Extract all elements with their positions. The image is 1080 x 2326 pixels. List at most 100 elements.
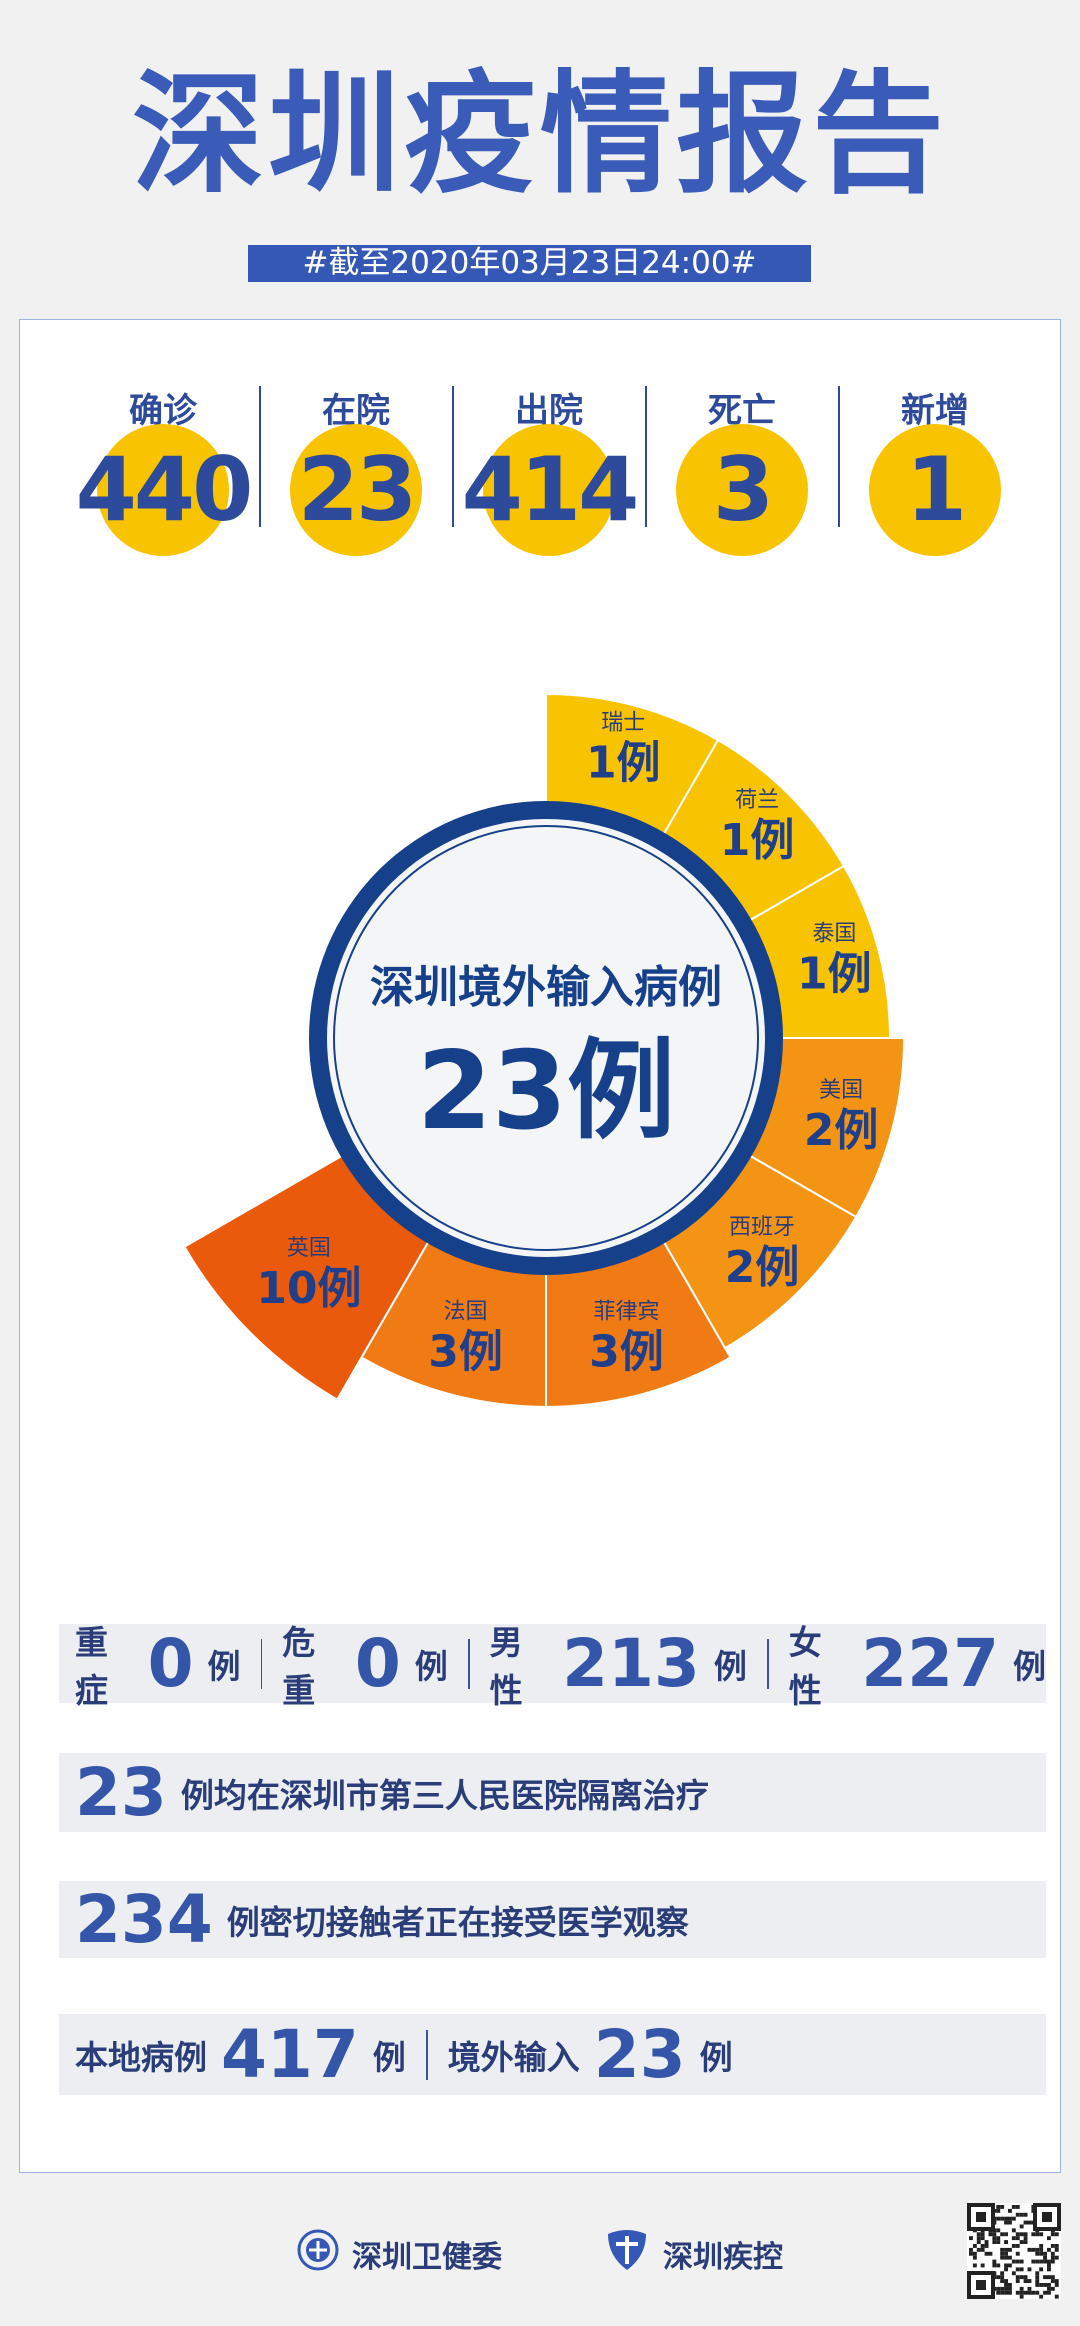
qr-cell <box>1050 2232 1055 2237</box>
segment-name: 法国 <box>444 1299 488 1324</box>
qr-cell <box>992 2240 997 2244</box>
qr-cell <box>1000 2275 1005 2280</box>
qr-cell <box>1035 2283 1040 2287</box>
qr-cell <box>976 2240 981 2244</box>
qr-cell <box>1039 2283 1044 2287</box>
label: 本地病例 <box>75 2037 207 2077</box>
qr-cell <box>969 2251 973 2256</box>
label: 危重 <box>282 1622 316 1710</box>
qr-cell <box>996 2286 1001 2291</box>
unit: 例均在深圳市第三人民医院隔离治疗 <box>180 1775 709 1815</box>
qr-cell <box>1019 2224 1024 2229</box>
qr-cell <box>1043 2283 1047 2287</box>
divider <box>644 386 647 527</box>
qr-cell <box>980 2247 985 2252</box>
qr-cell <box>1019 2294 1024 2299</box>
unit: 例 <box>699 2037 733 2077</box>
qr-cell <box>1039 2294 1044 2299</box>
unit: 例 <box>713 1646 747 1686</box>
qr-cell <box>1011 2216 1016 2221</box>
qr-cell <box>1035 2247 1040 2252</box>
qr-cell <box>996 2290 1001 2295</box>
qr-cell <box>1019 2286 1024 2291</box>
segment-name: 美国 <box>819 1078 863 1103</box>
qr-cell <box>1035 2279 1040 2283</box>
qr-cell <box>1050 2279 1055 2283</box>
divider <box>451 386 454 527</box>
qr-cell <box>1031 2232 1036 2237</box>
qr-cell <box>1031 2290 1036 2295</box>
qr-cell <box>1035 2251 1040 2256</box>
qr-cell <box>996 2263 1001 2268</box>
label: 境外输入 <box>447 2037 580 2077</box>
segment-value: 2例 <box>725 1242 800 1293</box>
value: 234 <box>75 1881 213 1958</box>
qr-cell <box>1039 2244 1044 2248</box>
qr-cell <box>1004 2220 1008 2225</box>
qr-cell <box>1023 2212 1028 2217</box>
qr-cell <box>1004 2240 1008 2244</box>
qr-cell <box>1043 2255 1047 2260</box>
segment-value: 1例 <box>797 949 872 1000</box>
qr-cell <box>1019 2267 1024 2272</box>
qr-cell <box>996 2240 1001 2244</box>
stat-value: 414 <box>461 438 640 541</box>
center-inner-ring <box>333 825 759 1251</box>
qr-cell <box>1023 2275 1028 2280</box>
stat-circle <box>869 424 1001 556</box>
summary-row: 重症 0 例危重 0 例男性 213 例女性 227 例 <box>59 1623 1046 1710</box>
qr-cell <box>1004 2279 1008 2283</box>
qr-cell <box>1054 2294 1059 2299</box>
qr-cell <box>969 2247 973 2252</box>
segment-value: 1例 <box>586 738 661 789</box>
qr-cell <box>988 2251 993 2256</box>
qr-finder-dot <box>976 2212 986 2222</box>
qr-cell <box>1023 2279 1028 2283</box>
qr-cell <box>1004 2263 1008 2268</box>
title: 深圳疫情报告 <box>132 58 948 212</box>
segment-value: 10例 <box>256 1263 361 1314</box>
qr-cell <box>1039 2232 1044 2237</box>
qr-cell <box>1027 2220 1032 2225</box>
qr-cell <box>1047 2259 1051 2264</box>
segment-value: 1例 <box>720 815 795 866</box>
qr-cell <box>1000 2251 1005 2256</box>
stat-value: 3 <box>712 438 774 541</box>
qr-cell <box>996 2216 1001 2221</box>
qr-cell <box>1008 2290 1012 2295</box>
logo-cdc <box>608 2230 646 2270</box>
qr-cell <box>1027 2279 1032 2283</box>
qr-cell <box>1008 2208 1012 2213</box>
qr-cell <box>1047 2247 1051 2252</box>
center-title: 深圳境外输入病例 <box>370 962 722 1013</box>
separator <box>425 2029 428 2080</box>
qr-cell <box>1043 2251 1047 2256</box>
qr-cell <box>992 2259 997 2264</box>
qr-cell <box>1054 2279 1059 2283</box>
segment-value: 3例 <box>589 1326 664 1377</box>
qr-cell <box>1047 2267 1051 2272</box>
qr-cell <box>1011 2228 1016 2233</box>
stat-value: 23 <box>297 438 417 541</box>
qr-cell <box>1000 2279 1005 2283</box>
center-disc <box>327 819 765 1257</box>
qr-cell <box>1019 2259 1024 2264</box>
qr-cell <box>1004 2286 1008 2291</box>
qr-cell <box>1011 2236 1016 2241</box>
summary-row: 234 例密切接触者正在接受医学观察 <box>59 1881 1046 1958</box>
qr-cell <box>1004 2283 1008 2287</box>
qr-cell <box>1000 2290 1005 2295</box>
qr-cell <box>1027 2290 1032 2295</box>
segment-name: 菲律宾 <box>593 1299 659 1324</box>
qr-cell <box>1039 2259 1044 2264</box>
label: 男性 <box>489 1622 523 1710</box>
qr-cell <box>1050 2255 1055 2260</box>
qr-cell <box>1000 2271 1005 2276</box>
qr-cell <box>984 2244 989 2248</box>
stat-circle <box>676 424 808 556</box>
qr-cell <box>1008 2286 1012 2291</box>
qr-cell <box>1047 2275 1051 2280</box>
qr-cell <box>1008 2220 1012 2225</box>
unit: 例 <box>207 1646 241 1686</box>
